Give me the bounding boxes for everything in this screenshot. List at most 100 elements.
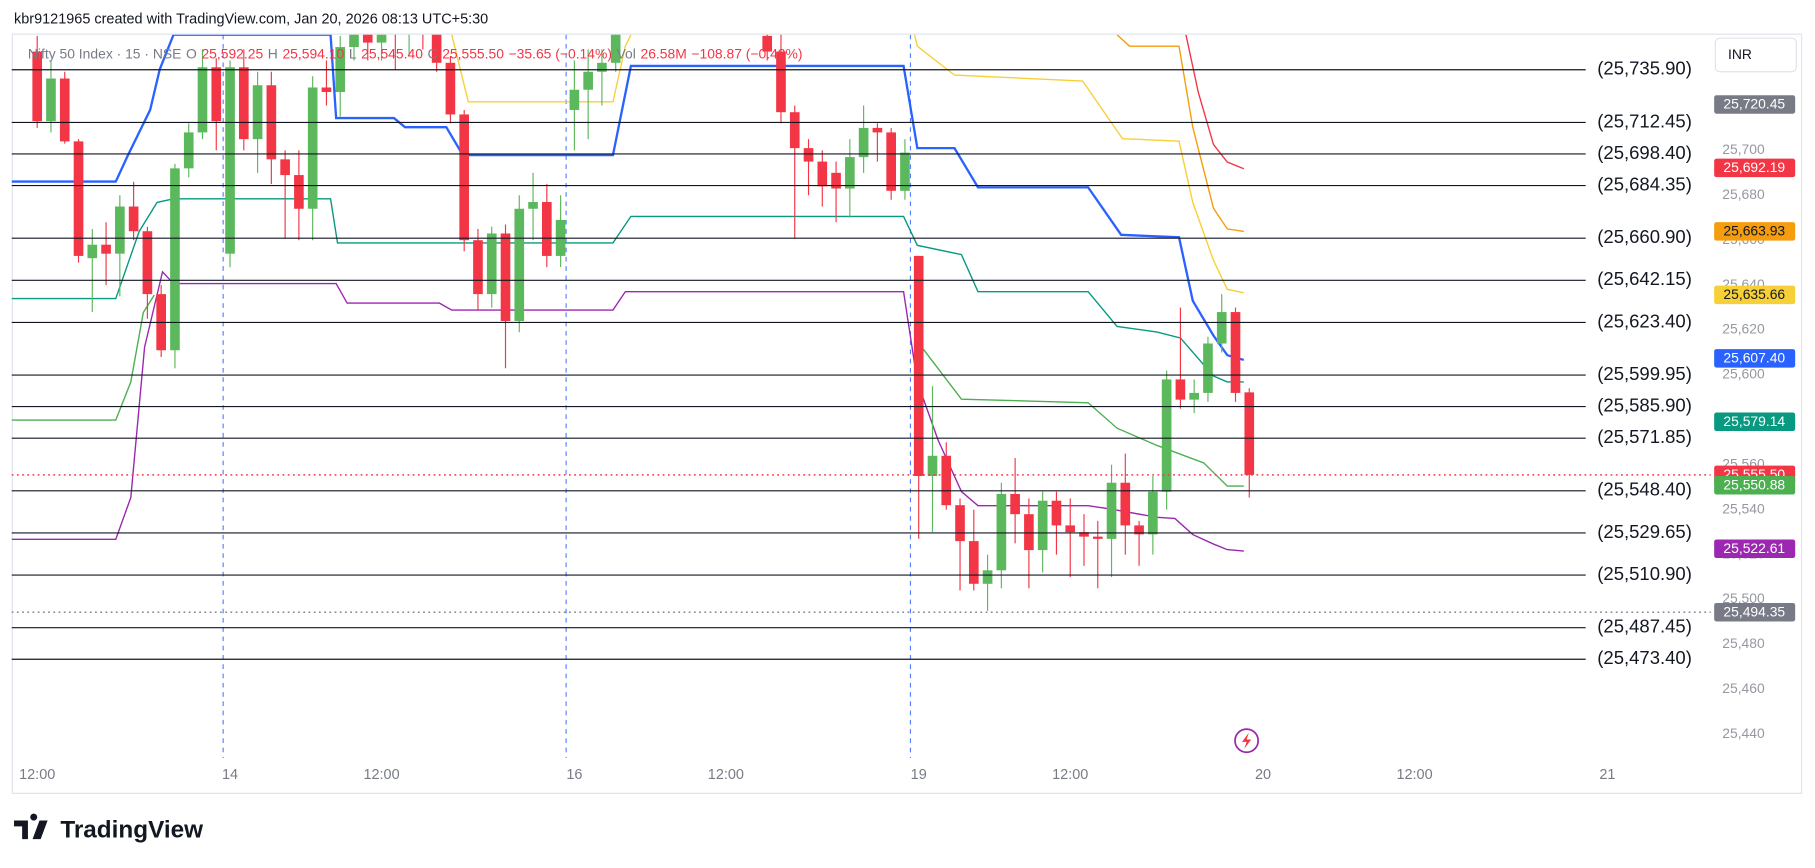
candle-body (1092, 536, 1103, 539)
x-tick-label: 12:00 (19, 767, 55, 783)
candle-body (941, 455, 952, 506)
brand-mark (14, 813, 48, 840)
ohlc-key: C (428, 45, 438, 61)
price-badge-label: 25,663.93 (1723, 223, 1785, 239)
currency-label[interactable]: INR (1728, 46, 1752, 62)
level-label: (25,510.90) (1597, 563, 1692, 584)
ohlc-value: 25,592.25 (201, 45, 263, 61)
price-badge-label: 25,522.61 (1723, 540, 1785, 556)
candle-body (500, 233, 511, 322)
candle-body (996, 493, 1007, 571)
candle-body (431, 34, 442, 63)
y-tick-label: 25,480 (1722, 635, 1765, 651)
alert-icon[interactable] (1234, 728, 1260, 754)
price-badge (1714, 158, 1796, 178)
candle-body (32, 51, 43, 122)
candle-body (569, 89, 580, 110)
brand-name: TradingView (60, 816, 203, 843)
candle-body (142, 231, 153, 295)
x-tick-label: 12:00 (1396, 767, 1432, 783)
level-label: (25,599.95) (1597, 363, 1692, 384)
price-badge-label: 25,494.35 (1723, 603, 1785, 619)
level-label: (25,529.65) (1597, 521, 1692, 542)
candle-body (803, 148, 814, 162)
price-badge (1714, 95, 1796, 114)
currency-button[interactable]: INR (1714, 37, 1797, 73)
candle-body (73, 141, 84, 256)
candle-body (927, 455, 938, 476)
candle-body (170, 168, 180, 351)
level-label: (25,642.15) (1597, 268, 1692, 289)
x-tick-label: 16 (566, 767, 582, 783)
price-badge-label: 25,635.66 (1723, 286, 1785, 302)
candle-body (1079, 532, 1089, 537)
x-tick-label: 12:00 (708, 767, 744, 783)
candle-body (1037, 500, 1048, 551)
candle-body (128, 206, 139, 232)
candle-body (610, 34, 621, 63)
price-badge-label: 25,579.14 (1723, 413, 1785, 429)
x-tick-label: 20 (1255, 767, 1271, 783)
candle-body (597, 62, 607, 72)
candle-body (101, 244, 111, 254)
price-badge (1714, 602, 1796, 622)
price-badge (1714, 222, 1796, 241)
candle-body (238, 67, 249, 140)
price-badge (1714, 412, 1796, 432)
candle-body (225, 67, 235, 254)
y-tick-label: 25,500 (1722, 590, 1765, 606)
candle-body (583, 71, 593, 90)
price-badge-label: 25,607.40 (1723, 350, 1785, 366)
candle-body (445, 62, 456, 115)
level-label: (25,571.85) (1597, 426, 1692, 447)
indicator-line (1116, 34, 1244, 233)
candle-body (1134, 525, 1144, 535)
currency-button-frame[interactable] (1714, 37, 1797, 73)
candle-body (294, 175, 304, 209)
candle-body (514, 208, 525, 322)
candle-body (349, 34, 359, 48)
candle-body (307, 87, 318, 209)
symbol: Nifty 50 Index · 15 · NSE (28, 45, 181, 61)
candle-body (1175, 379, 1186, 400)
candle-body (528, 202, 538, 209)
candle-body (542, 202, 552, 256)
y-tick-label: 25,700 (1722, 141, 1765, 157)
candle-body (1120, 482, 1131, 526)
level-label: (25,712.45) (1597, 110, 1692, 131)
candle-body (87, 244, 98, 259)
price-badge (1714, 349, 1796, 368)
level-label: (25,473.40) (1597, 647, 1692, 668)
candle-body (459, 114, 470, 241)
candle-body (183, 132, 194, 169)
candle-body (872, 127, 883, 133)
price-badge (1714, 539, 1796, 558)
candle-body (1010, 493, 1020, 515)
candle-body (817, 161, 828, 187)
candle-body (1244, 392, 1255, 475)
candle-body (280, 159, 290, 176)
price-badge-label: 25,692.19 (1723, 159, 1785, 175)
x-tick-label: 12:00 (363, 767, 399, 783)
candle-body (1051, 500, 1062, 526)
candle-body (1148, 491, 1158, 535)
y-tick-label: 25,600 (1722, 366, 1765, 382)
x-tick-label: 21 (1599, 767, 1615, 783)
level-label: (25,548.40) (1597, 479, 1692, 500)
indicator-line (11, 270, 1244, 552)
candle-body (831, 172, 841, 189)
y-tick-label: 25,440 (1722, 725, 1765, 741)
x-tick-label: 12:00 (1052, 767, 1088, 783)
indicator-line (1185, 34, 1245, 170)
candle-body (1161, 379, 1172, 492)
alert-bolt[interactable] (1241, 732, 1252, 749)
candle-body (900, 152, 910, 191)
level-label: (25,735.90) (1597, 58, 1692, 79)
legend: Nifty 50 Index · 15 · NSE O 25,592.25 H 25,5… (28, 45, 803, 61)
y-tick-label: 25,460 (1722, 680, 1765, 696)
x-tick-label: 19 (911, 767, 927, 783)
x-tick-label: 14 (222, 767, 238, 783)
indicator-line (913, 34, 1244, 294)
volume-change: −108.87 (−0.42%) (691, 45, 802, 61)
